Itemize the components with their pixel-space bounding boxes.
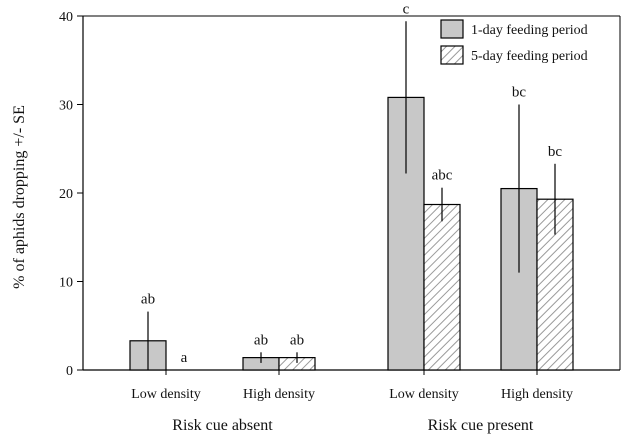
significance-label: abc	[432, 168, 453, 184]
x-category-label: Low density	[389, 387, 459, 402]
y-tick-label: 40	[59, 10, 73, 25]
legend-label: 5-day feeding period	[471, 49, 588, 64]
y-tick-label: 0	[66, 364, 73, 379]
significance-label: ab	[290, 332, 304, 348]
significance-label: c	[403, 1, 410, 17]
legend-swatch	[440, 19, 464, 39]
legend: 1-day feeding period 5-day feeding period	[440, 19, 588, 65]
x-category-label: High density	[243, 387, 315, 402]
plot-area: 0 10 20 30 40 Low density ab a High density ab ab L…	[59, 1, 621, 434]
x-category-label: Low density	[131, 387, 201, 402]
group-label: Risk cue absent	[172, 417, 273, 434]
significance-label: ab	[141, 292, 155, 308]
legend-swatch	[440, 45, 464, 65]
significance-label: a	[181, 350, 188, 366]
legend-label: 1-day feeding period	[471, 23, 588, 38]
bar	[423, 203, 461, 371]
y-tick-label: 10	[59, 276, 73, 291]
significance-label: bc	[512, 85, 527, 101]
x-category-label: High density	[501, 387, 573, 402]
significance-label: bc	[548, 144, 563, 160]
y-tick-label: 20	[59, 187, 73, 202]
group-label: Risk cue present	[428, 417, 534, 434]
significance-label: ab	[254, 332, 268, 348]
y-axis-title: % of aphids dropping +/- SE	[11, 105, 28, 289]
y-tick-label: 30	[59, 99, 73, 114]
